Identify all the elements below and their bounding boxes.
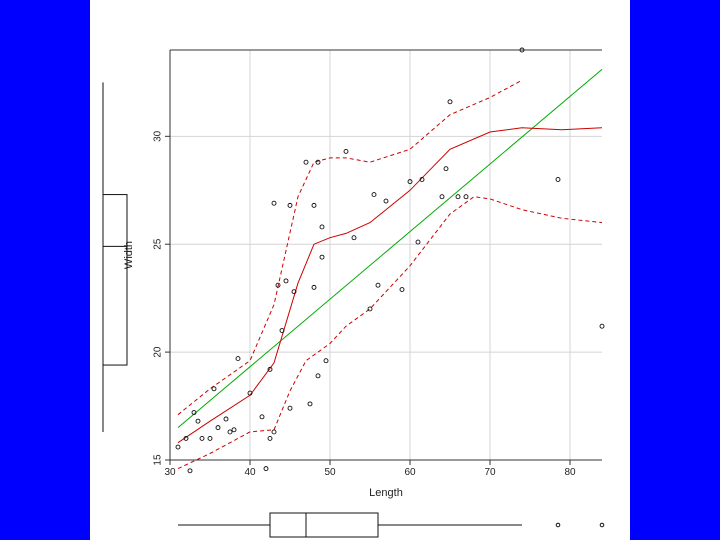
x-tick-label: 30 xyxy=(164,467,176,478)
data-point xyxy=(315,159,321,165)
data-point xyxy=(235,356,241,362)
data-point xyxy=(371,192,377,198)
data-point xyxy=(199,435,205,441)
data-point xyxy=(259,414,265,420)
data-point xyxy=(271,200,277,206)
data-point xyxy=(307,401,313,407)
y-tick-label: 20 xyxy=(153,346,164,358)
y-tick-label: 25 xyxy=(153,238,164,250)
data-point xyxy=(343,148,349,154)
data-point xyxy=(275,282,281,288)
data-point xyxy=(315,373,321,379)
chart-panel: 15 20 25 30 30 40 50 60 70 80 Length Width xyxy=(90,0,630,540)
line-upper-band xyxy=(177,79,523,416)
data-point xyxy=(287,405,293,411)
x-tick-label: 80 xyxy=(564,467,576,478)
data-point xyxy=(175,444,181,450)
data-point xyxy=(383,198,389,204)
data-point xyxy=(415,239,421,245)
line-smooth xyxy=(177,127,603,444)
x-box-outlier xyxy=(555,522,561,528)
data-point xyxy=(311,284,317,290)
x-boxplot xyxy=(178,512,605,538)
data-point xyxy=(187,468,193,474)
line-straight xyxy=(177,69,603,428)
data-point xyxy=(419,177,425,182)
scatter-chart: 15 20 25 30 30 40 50 60 70 80 Length Width xyxy=(102,47,605,538)
data-point xyxy=(303,159,309,165)
data-point xyxy=(215,425,221,431)
data-point xyxy=(319,254,325,260)
data-point xyxy=(287,202,293,208)
x-tick-label: 60 xyxy=(404,467,416,478)
data-point xyxy=(319,224,325,230)
x-tick-label: 40 xyxy=(244,467,256,478)
y-axis-ticks: 15 20 25 30 xyxy=(153,130,170,466)
data-point xyxy=(367,306,373,312)
fit-lines xyxy=(177,69,603,470)
y-tick-label: 30 xyxy=(153,130,164,142)
x-axis-ticks: 30 40 50 60 70 80 xyxy=(164,460,576,478)
data-point xyxy=(463,194,469,200)
data-point xyxy=(267,366,273,372)
x-box-outlier xyxy=(599,522,605,528)
data-point xyxy=(323,358,329,364)
data-point xyxy=(191,410,197,415)
x-box xyxy=(269,512,379,538)
data-point xyxy=(263,466,269,472)
data-point xyxy=(207,435,213,441)
data-point xyxy=(443,166,449,172)
data-point xyxy=(183,435,189,441)
data-point xyxy=(407,179,413,185)
data-point xyxy=(195,418,201,424)
data-point xyxy=(223,416,229,422)
x-tick-label: 70 xyxy=(484,467,496,478)
data-point xyxy=(231,427,237,433)
data-point xyxy=(599,323,605,329)
data-point xyxy=(247,390,253,396)
y-axis-label: Width xyxy=(123,241,135,269)
grid xyxy=(169,50,602,461)
data-point xyxy=(311,202,317,208)
data-point xyxy=(519,47,525,53)
data-point xyxy=(447,99,453,105)
data-points xyxy=(175,47,605,474)
y-tick-label: 15 xyxy=(153,454,164,466)
y-box xyxy=(102,194,128,366)
line-lower-band xyxy=(177,196,603,470)
x-axis-label: Length xyxy=(369,487,403,499)
data-point xyxy=(351,235,357,241)
data-point xyxy=(267,435,273,441)
y-boxplot xyxy=(102,82,128,432)
data-point xyxy=(211,386,217,392)
data-point xyxy=(279,328,285,333)
data-point xyxy=(439,194,445,200)
data-point xyxy=(375,282,381,288)
data-point xyxy=(555,177,561,182)
data-point xyxy=(455,194,461,200)
data-point xyxy=(227,429,233,435)
x-tick-label: 50 xyxy=(324,467,336,478)
data-point xyxy=(271,429,277,435)
data-point xyxy=(283,278,289,284)
data-point xyxy=(291,289,297,295)
data-point xyxy=(399,287,405,292)
